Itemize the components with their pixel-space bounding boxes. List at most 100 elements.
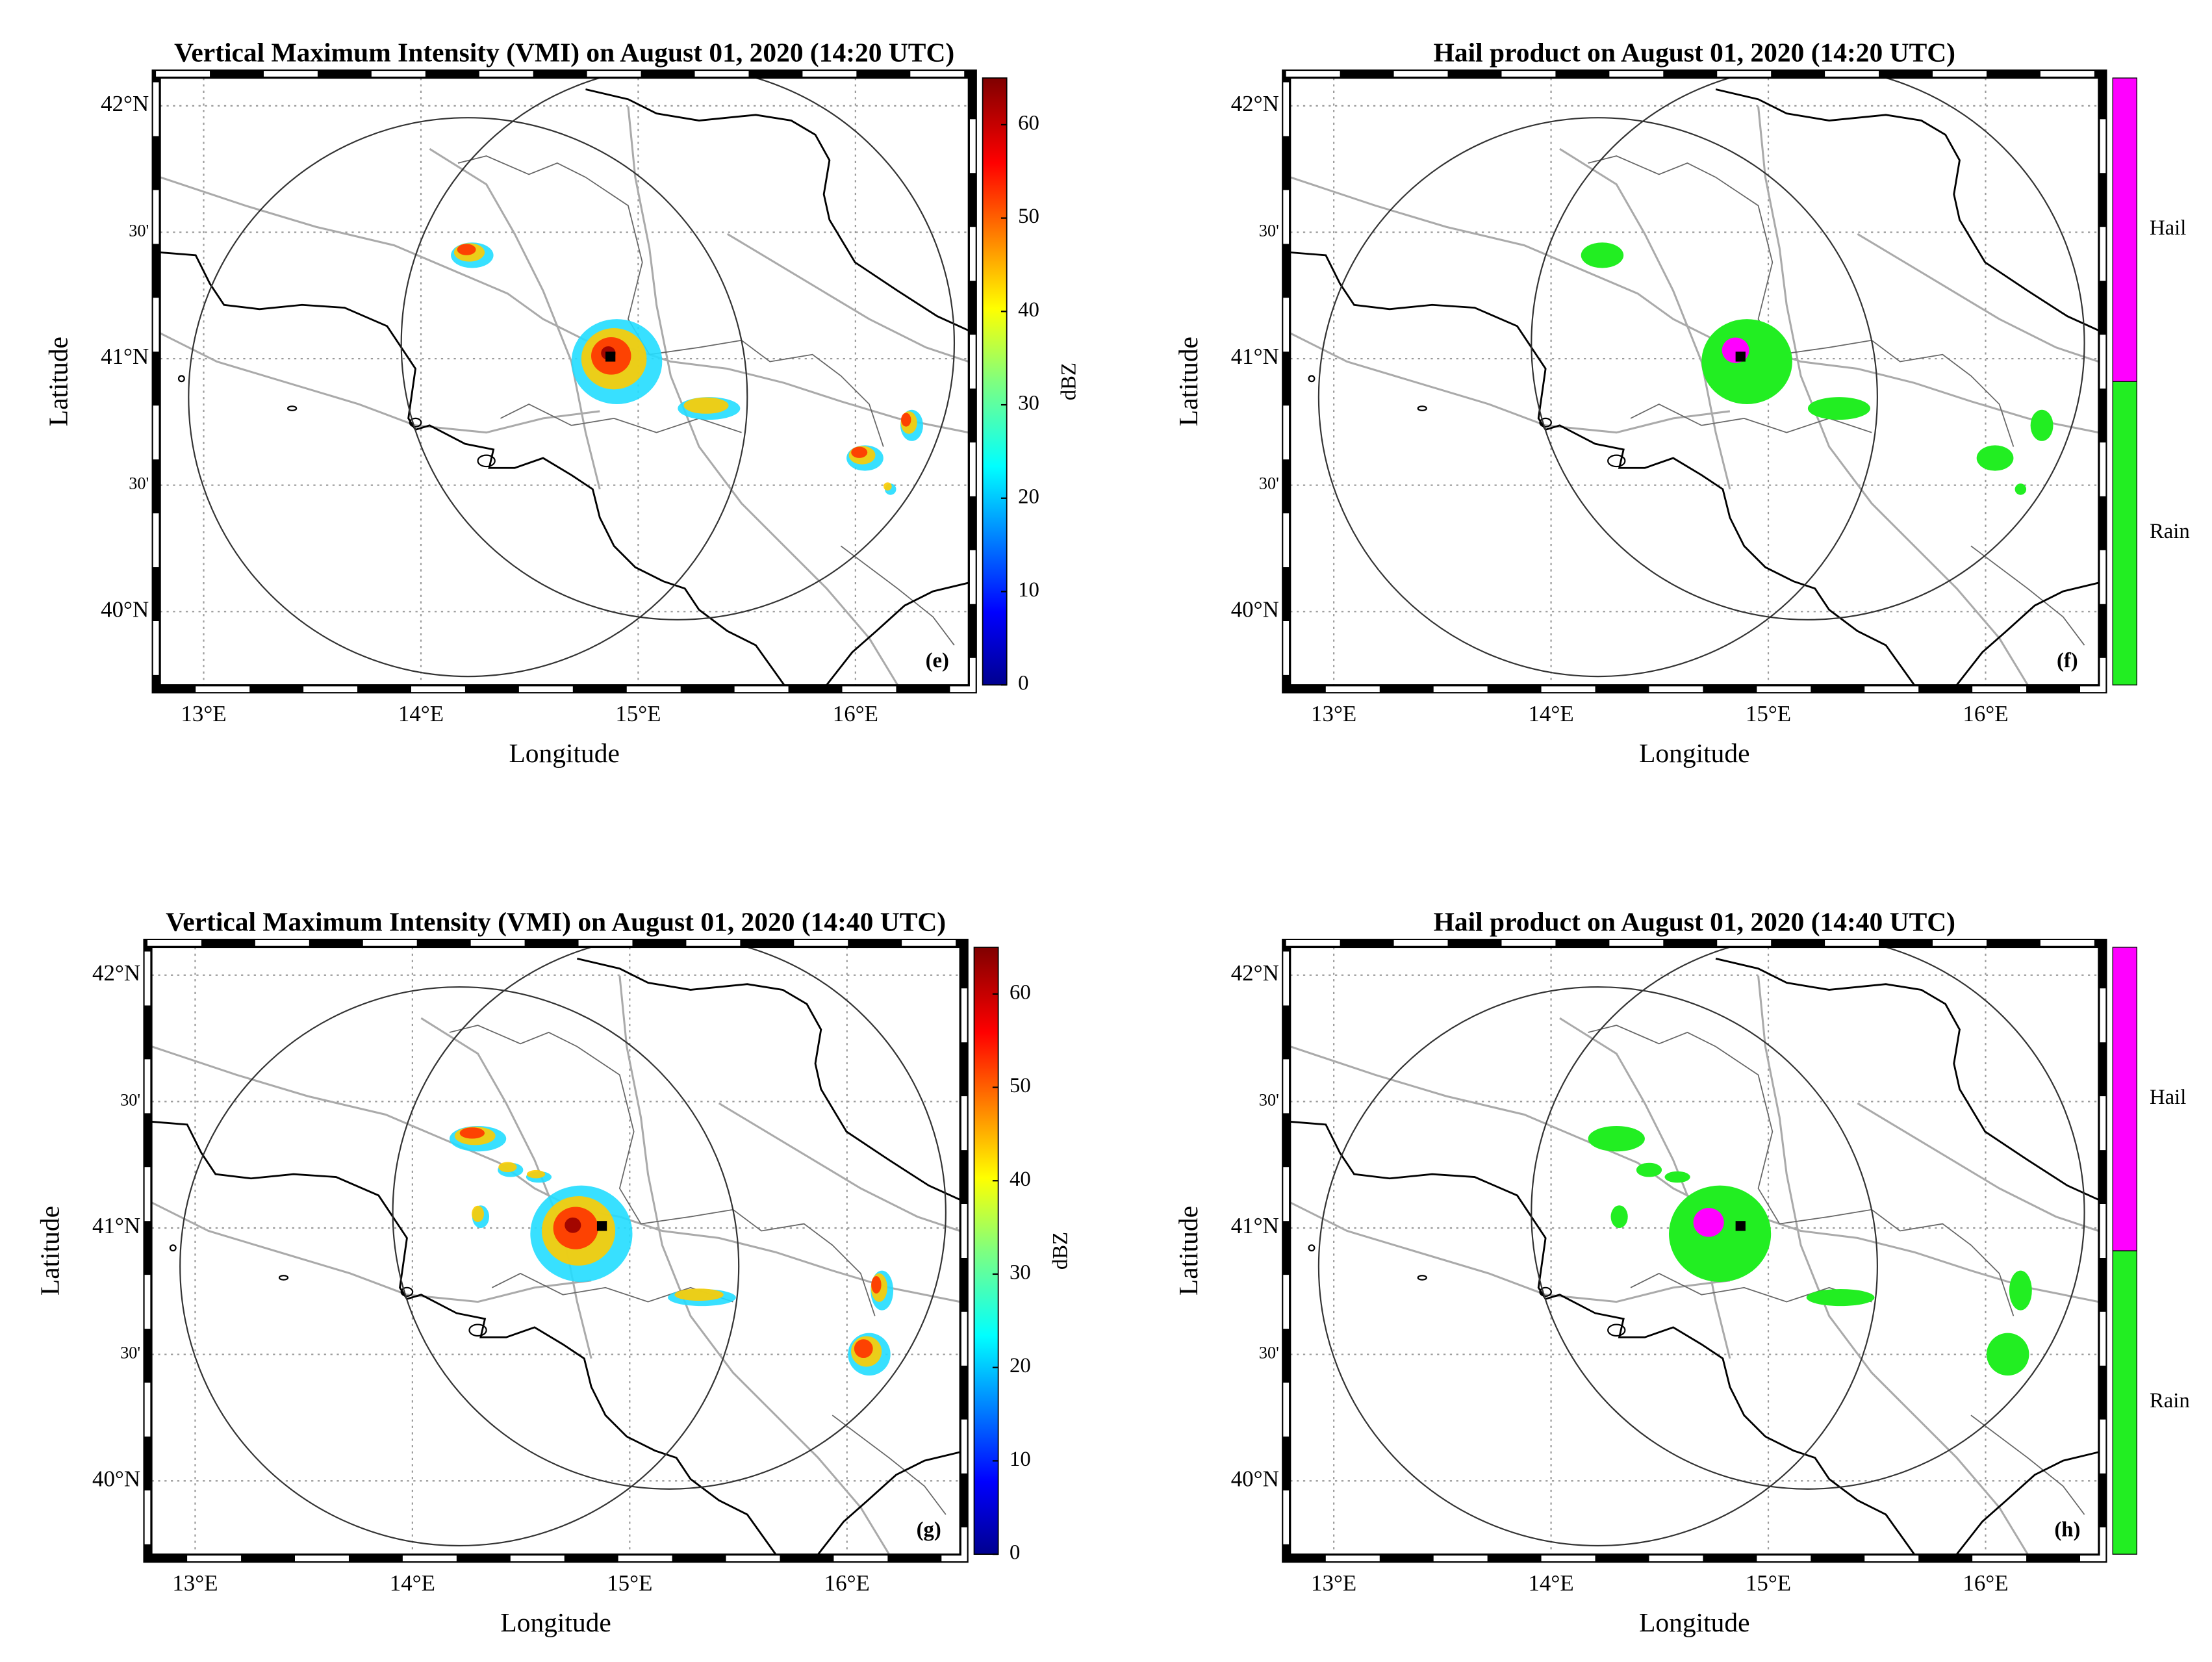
colorbar-tick-label: 40 bbox=[1018, 298, 1039, 322]
province-border bbox=[641, 1208, 876, 1316]
panel-title: Vertical Maximum Intensity (VMI) on Augu… bbox=[166, 907, 946, 938]
colorbar-class-label: Hail bbox=[2150, 216, 2186, 240]
province-border bbox=[840, 545, 955, 646]
x-tick-label: 14°E bbox=[1528, 701, 1573, 726]
colorbar-label: dBZ bbox=[1057, 363, 1080, 400]
region-border bbox=[151, 1201, 592, 1303]
x-tick-label: 13°E bbox=[1311, 1570, 1356, 1596]
echo bbox=[1701, 319, 1792, 405]
province-border bbox=[649, 339, 884, 447]
map bbox=[1290, 78, 2099, 685]
colorbar-tick-label: 50 bbox=[1018, 205, 1039, 228]
x-tick-label: 15°E bbox=[1746, 701, 1791, 726]
y-tick-label: 42°N bbox=[1231, 91, 1279, 116]
x-tick-label: 14°E bbox=[398, 701, 444, 726]
echo bbox=[459, 1127, 485, 1139]
region-border bbox=[1857, 233, 2099, 363]
x-tick-label: 13°E bbox=[181, 701, 226, 726]
radar-range bbox=[392, 947, 947, 1490]
region-border bbox=[718, 1102, 960, 1232]
y-tick-label: 30' bbox=[120, 1090, 140, 1109]
coastline bbox=[817, 1451, 960, 1555]
y-tick-label: 40°N bbox=[1231, 596, 1279, 622]
echo bbox=[1986, 1333, 2029, 1376]
y-axis-label: Latitude bbox=[1173, 1206, 1203, 1296]
island bbox=[286, 405, 298, 411]
province-border bbox=[457, 155, 650, 355]
echo bbox=[884, 482, 892, 491]
echo bbox=[1664, 1171, 1690, 1183]
hail-core bbox=[1693, 1208, 1724, 1237]
echo bbox=[457, 244, 476, 255]
y-tick-label: 41°N bbox=[92, 1213, 140, 1238]
y-tick-label: 30' bbox=[129, 474, 149, 493]
x-tick-label: 15°E bbox=[607, 1570, 652, 1596]
echo bbox=[1807, 397, 1870, 420]
region-border bbox=[1290, 332, 1731, 434]
colorbar-tick-label: 60 bbox=[1010, 980, 1031, 1004]
y-axis-label: Latitude bbox=[43, 337, 73, 426]
frame-pattern bbox=[153, 71, 976, 693]
x-tick-label: 13°E bbox=[172, 1570, 218, 1596]
map-background bbox=[1290, 78, 2099, 685]
radar-range bbox=[1317, 117, 1878, 678]
province-border bbox=[492, 1272, 733, 1303]
radar-range bbox=[1531, 947, 2085, 1490]
y-tick-label: 30' bbox=[1259, 1090, 1279, 1109]
coastline bbox=[1715, 958, 2099, 1201]
x-axis-label: Longitude bbox=[500, 1607, 611, 1637]
frame-inner bbox=[1290, 77, 2100, 686]
region-border bbox=[1559, 1017, 1731, 1359]
colorbar-tick-label: 0 bbox=[1010, 1541, 1020, 1565]
coastline bbox=[1955, 582, 2099, 685]
radar-range bbox=[188, 117, 748, 678]
panel-label: (f) bbox=[2057, 649, 2078, 672]
x-tick-label: 13°E bbox=[1311, 701, 1356, 726]
x-tick-label: 16°E bbox=[833, 701, 878, 726]
radar-range bbox=[1317, 986, 1878, 1547]
y-tick-label: 41°N bbox=[1231, 1213, 1279, 1238]
echo bbox=[851, 446, 868, 458]
x-tick-label: 15°E bbox=[1746, 1570, 1791, 1596]
province-border bbox=[1970, 1414, 2085, 1515]
radar-range bbox=[179, 986, 740, 1547]
frame-pattern bbox=[144, 940, 967, 1562]
region-border bbox=[618, 975, 890, 1555]
map bbox=[160, 78, 969, 685]
panel: Hail product on August 01, 2020 (14:20 U… bbox=[1173, 38, 2190, 768]
panel: Vertical Maximum Intensity (VMI) on Augu… bbox=[43, 38, 1080, 768]
y-tick-label: 30' bbox=[1259, 1344, 1279, 1362]
x-tick-label: 16°E bbox=[824, 1570, 870, 1596]
colorbar-tick-label: 50 bbox=[1010, 1074, 1031, 1097]
region-border bbox=[1559, 147, 1731, 490]
province-border bbox=[1588, 1025, 1781, 1225]
island bbox=[1607, 1323, 1626, 1337]
island bbox=[400, 1286, 414, 1297]
region-border bbox=[420, 1017, 592, 1359]
panel-label: (h) bbox=[2054, 1518, 2080, 1542]
echo bbox=[683, 397, 729, 414]
island bbox=[409, 417, 422, 428]
colorbar-tick-label: 0 bbox=[1018, 672, 1028, 695]
map-background bbox=[160, 78, 969, 685]
region-border bbox=[1290, 1201, 1731, 1303]
x-axis-label: Longitude bbox=[509, 738, 619, 768]
colorbar-class-label: Rain bbox=[2150, 1389, 2190, 1413]
y-tick-label: 30' bbox=[120, 1344, 140, 1362]
colorbar bbox=[982, 77, 1008, 686]
y-tick-label: 30' bbox=[129, 221, 149, 240]
colorbar-tick-label: 20 bbox=[1018, 485, 1039, 508]
province-border bbox=[1779, 339, 2015, 447]
echo bbox=[1610, 1205, 1628, 1229]
y-tick-label: 42°N bbox=[1231, 960, 1279, 986]
island bbox=[1539, 417, 1552, 428]
island bbox=[1308, 375, 1316, 383]
x-tick-label: 14°E bbox=[390, 1570, 435, 1596]
y-tick-label: 40°N bbox=[92, 1466, 140, 1491]
island bbox=[1607, 454, 1626, 468]
echo bbox=[1636, 1162, 1662, 1177]
y-tick-label: 42°N bbox=[92, 960, 140, 986]
panel-label: (e) bbox=[926, 649, 949, 672]
panel-title: Hail product on August 01, 2020 (14:40 U… bbox=[1434, 907, 1955, 938]
